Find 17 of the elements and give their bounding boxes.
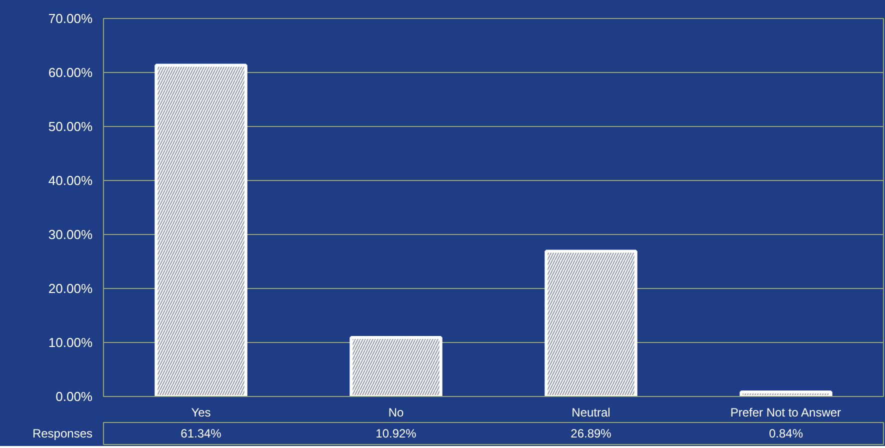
y-tick-label: 40.00%	[48, 173, 93, 188]
x-tick-label: Prefer Not to Answer	[730, 406, 842, 420]
data-label: 0.84%	[768, 426, 804, 440]
y-tick-label: 20.00%	[48, 281, 93, 296]
y-tick-label: 50.00%	[48, 119, 93, 134]
data-label: 26.89%	[570, 426, 612, 440]
y-tick-label: 10.00%	[48, 335, 93, 350]
y-tick-label: 60.00%	[48, 65, 93, 80]
y-tick-label: 30.00%	[48, 227, 93, 242]
x-tick-label: Yes	[191, 406, 211, 420]
data-label: 10.92%	[376, 426, 417, 440]
text: Responses	[32, 426, 93, 440]
data-label: 61.34%	[180, 426, 222, 440]
x-tick-label: No	[388, 406, 404, 420]
y-tick-label: 0.00%	[56, 389, 93, 404]
y-tick-label: 70.00%	[48, 11, 93, 26]
x-tick-label: Neutral	[572, 406, 610, 420]
